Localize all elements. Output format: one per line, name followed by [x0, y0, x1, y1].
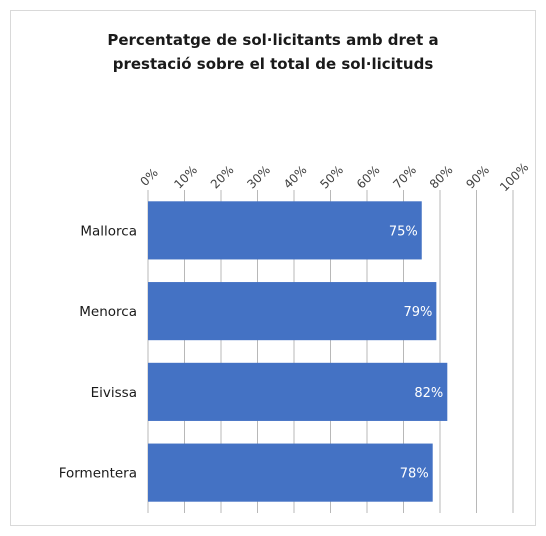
x-tick-label: 10% — [171, 163, 200, 192]
chart-title-line-1: Percentatge de sol·licitants amb dret a — [107, 31, 439, 49]
data-label: 75% — [389, 224, 418, 239]
x-tick-label: 20% — [208, 163, 237, 192]
x-tick-label: 50% — [317, 163, 346, 192]
data-label: 78% — [400, 467, 429, 482]
x-tick-label: 90% — [463, 163, 492, 192]
bar — [148, 282, 437, 341]
category-label: Mallorca — [80, 223, 137, 239]
x-tick-label: 100% — [497, 160, 531, 194]
category-label: Formentera — [59, 466, 137, 482]
x-tick-label: 40% — [281, 163, 310, 192]
data-label: 82% — [414, 386, 443, 401]
chart-frame — [10, 10, 536, 526]
x-tick-label: 80% — [427, 163, 456, 192]
category-label: Menorca — [79, 304, 137, 320]
bar — [148, 201, 422, 260]
x-tick-label: 30% — [244, 163, 273, 192]
x-tick-label: 60% — [354, 163, 383, 192]
chart-title-line-2: prestació sobre el total de sol·licituds — [112, 55, 434, 73]
chart-title: Percentatge de sol·licitants amb dret a … — [0, 28, 546, 76]
category-label: Eivissa — [91, 385, 137, 401]
x-tick-label: 0% — [137, 165, 160, 188]
x-tick-label: 70% — [390, 163, 419, 192]
bar — [148, 362, 448, 421]
data-label: 79% — [403, 305, 432, 320]
bar — [148, 443, 433, 502]
